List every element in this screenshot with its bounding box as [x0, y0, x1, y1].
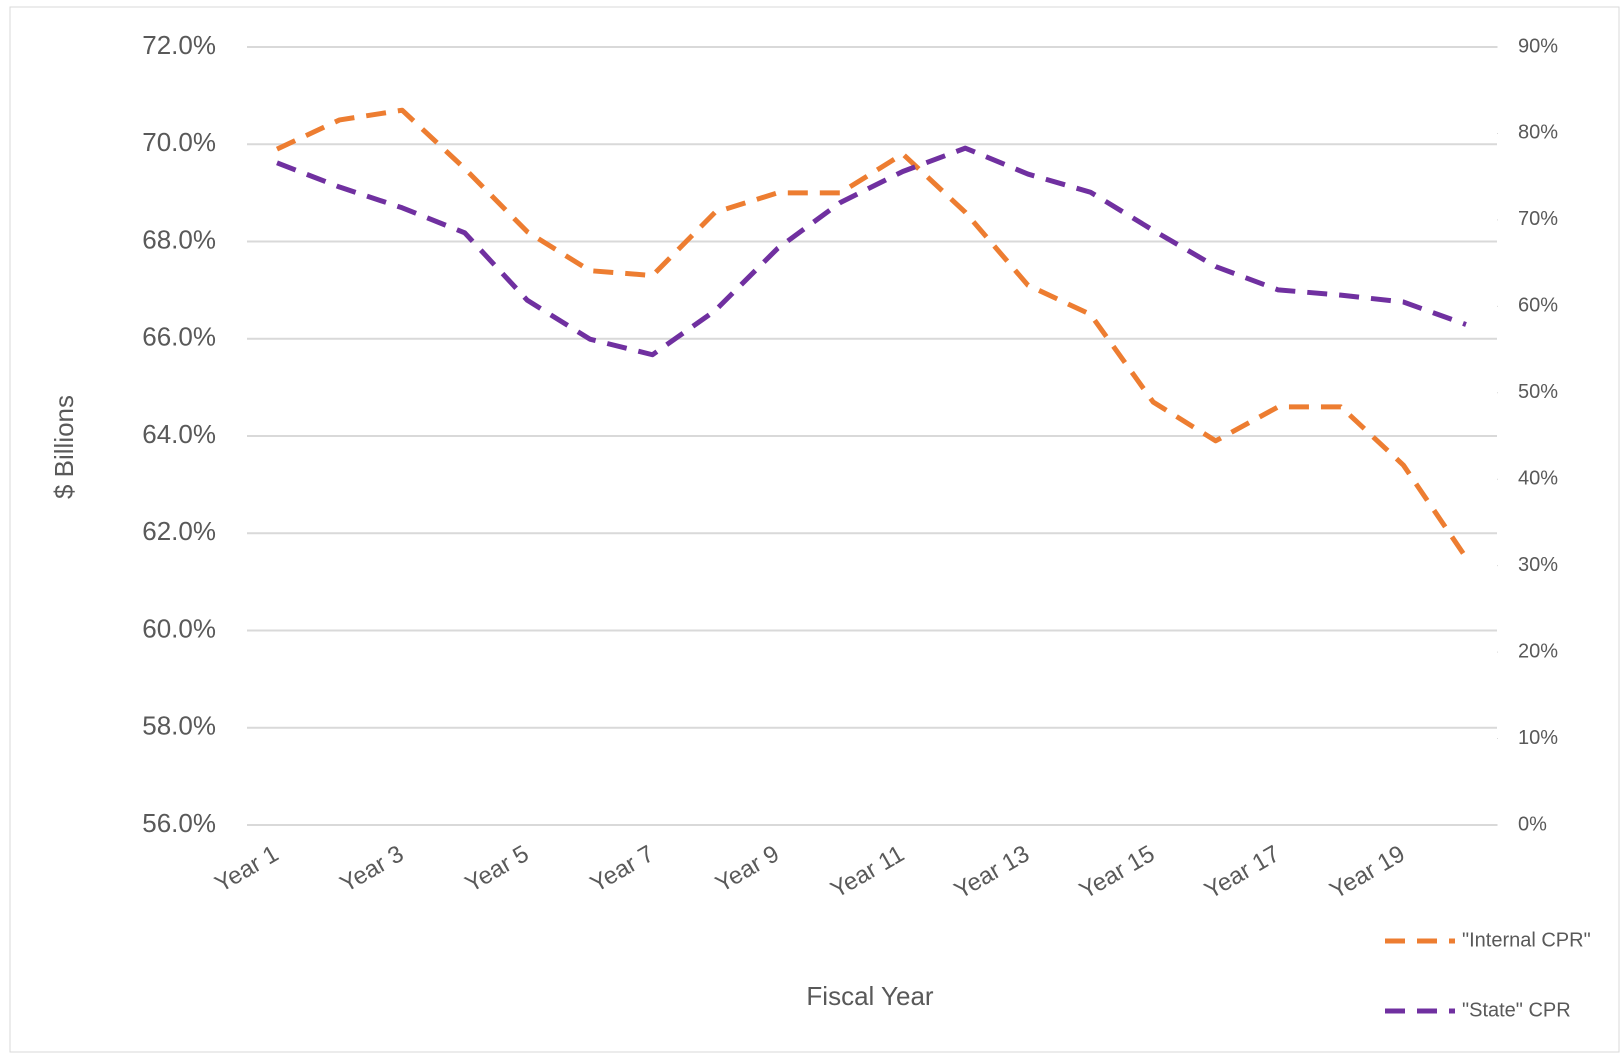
series-line	[276, 145, 1467, 358]
y2-tick-label: 30%	[1518, 554, 1558, 576]
y2-tick-label: 90%	[1518, 35, 1558, 57]
y-tick-label: 66.0%	[142, 322, 216, 352]
y-tick-label: 64.0%	[142, 419, 216, 449]
legend-label: "State" CPR	[1462, 999, 1571, 1021]
y-axis-title: $ Billions	[49, 395, 79, 499]
y2-tick-label: 40%	[1518, 468, 1558, 490]
y-tick-label: 56.0%	[142, 808, 216, 838]
y-tick-label: 60.0%	[142, 613, 216, 643]
y2-tick-label: 10%	[1518, 727, 1558, 749]
y2-tick-label: 0%	[1518, 813, 1547, 835]
series-line	[275, 107, 1469, 559]
y2-tick-label: 70%	[1518, 208, 1558, 230]
y-tick-label: 70.0%	[142, 127, 216, 157]
y2-tick-label: 80%	[1518, 122, 1558, 144]
y-tick-label: 68.0%	[142, 224, 216, 254]
y-tick-label: 58.0%	[142, 711, 216, 741]
x-axis-title: Fiscal Year	[806, 981, 934, 1011]
y-tick-label: 72.0%	[142, 30, 216, 60]
legend-label: "Internal CPR"	[1462, 929, 1591, 951]
y2-tick-label: 20%	[1518, 640, 1558, 662]
y-tick-label: 62.0%	[142, 516, 216, 546]
chart-border	[9, 6, 1620, 1053]
y2-tick-label: 60%	[1518, 295, 1558, 317]
y2-tick-label: 50%	[1518, 381, 1558, 403]
